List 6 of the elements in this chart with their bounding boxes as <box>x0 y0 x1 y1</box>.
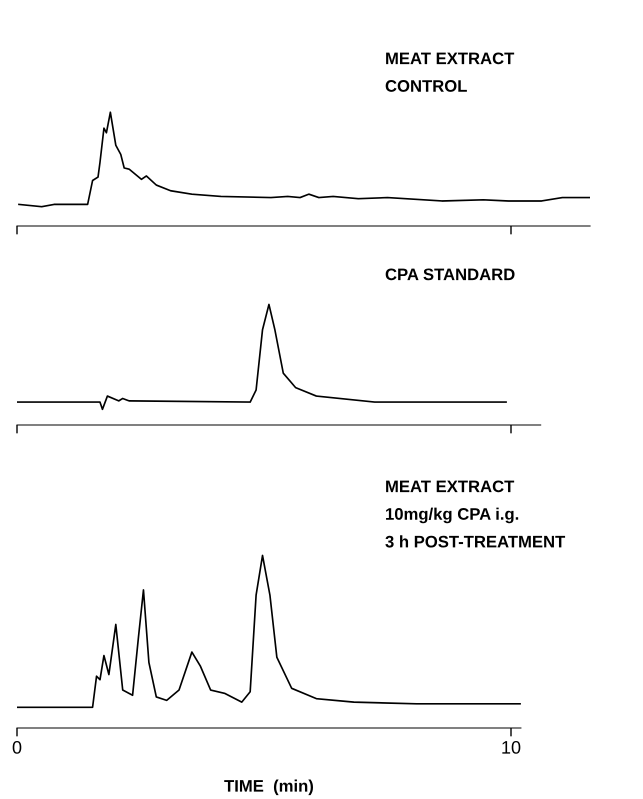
chart-title: MEAT EXTRACT 10mg/kg CPA i.g. 3 h POST-TREATMENT <box>385 480 566 548</box>
x-tick-label: 10 <box>502 740 520 754</box>
x-tick-label: 0 <box>12 740 22 754</box>
x-axis-title: TIME (min) <box>224 780 314 796</box>
chart-title: MEAT EXTRACT CONTROL <box>386 52 514 92</box>
chart-title: CPA STANDARD <box>386 268 515 280</box>
